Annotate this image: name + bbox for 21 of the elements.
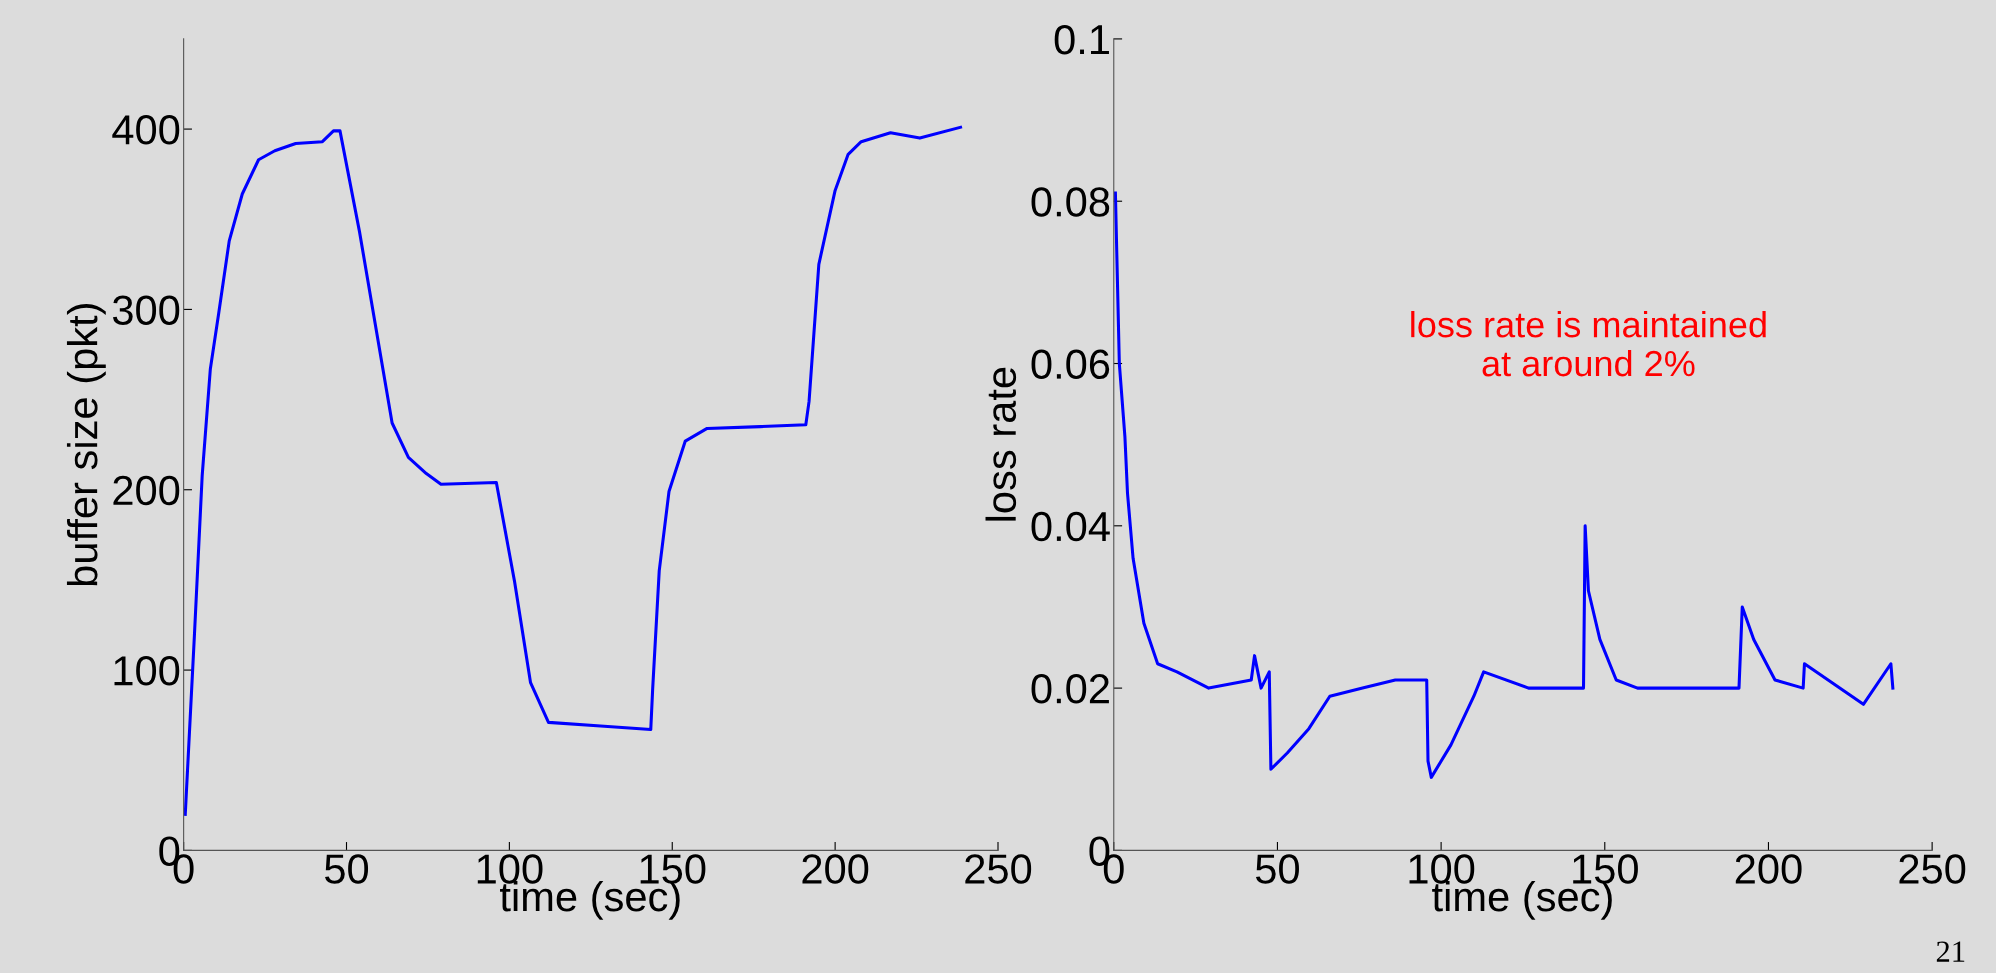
y-tick-label: 0.02 — [1031, 674, 1109, 704]
x-tick-label: 250 — [965, 854, 1032, 884]
y-tick-label: 300 — [112, 295, 180, 325]
x-tick-label: 250 — [1899, 854, 1966, 884]
y-tick-label: 0.06 — [1031, 349, 1110, 380]
x-tick-label: 200 — [802, 854, 869, 884]
line-series — [1113, 191, 1895, 779]
x-tick-label: 50 — [1255, 854, 1299, 884]
y-axis-title: buffer size (pkt) — [66, 304, 106, 586]
y-axis-title: loss rate — [985, 367, 1017, 521]
x-tick-label: 50 — [325, 854, 369, 884]
y-tick-label: 0.04 — [1031, 511, 1110, 542]
x-tick-label: 200 — [1735, 854, 1802, 884]
y-tick-label: 200 — [113, 475, 180, 506]
annotation: loss rate is maintained at around 2% — [1411, 311, 1766, 377]
line-series — [183, 125, 963, 816]
y-tick-label: 0.08 — [1031, 187, 1110, 217]
y-tick-label: 400 — [112, 115, 180, 145]
text: 21 — [1936, 941, 1965, 962]
y-tick-label: 100 — [114, 656, 180, 686]
y-tick-label: 0.1 — [1054, 24, 1109, 55]
